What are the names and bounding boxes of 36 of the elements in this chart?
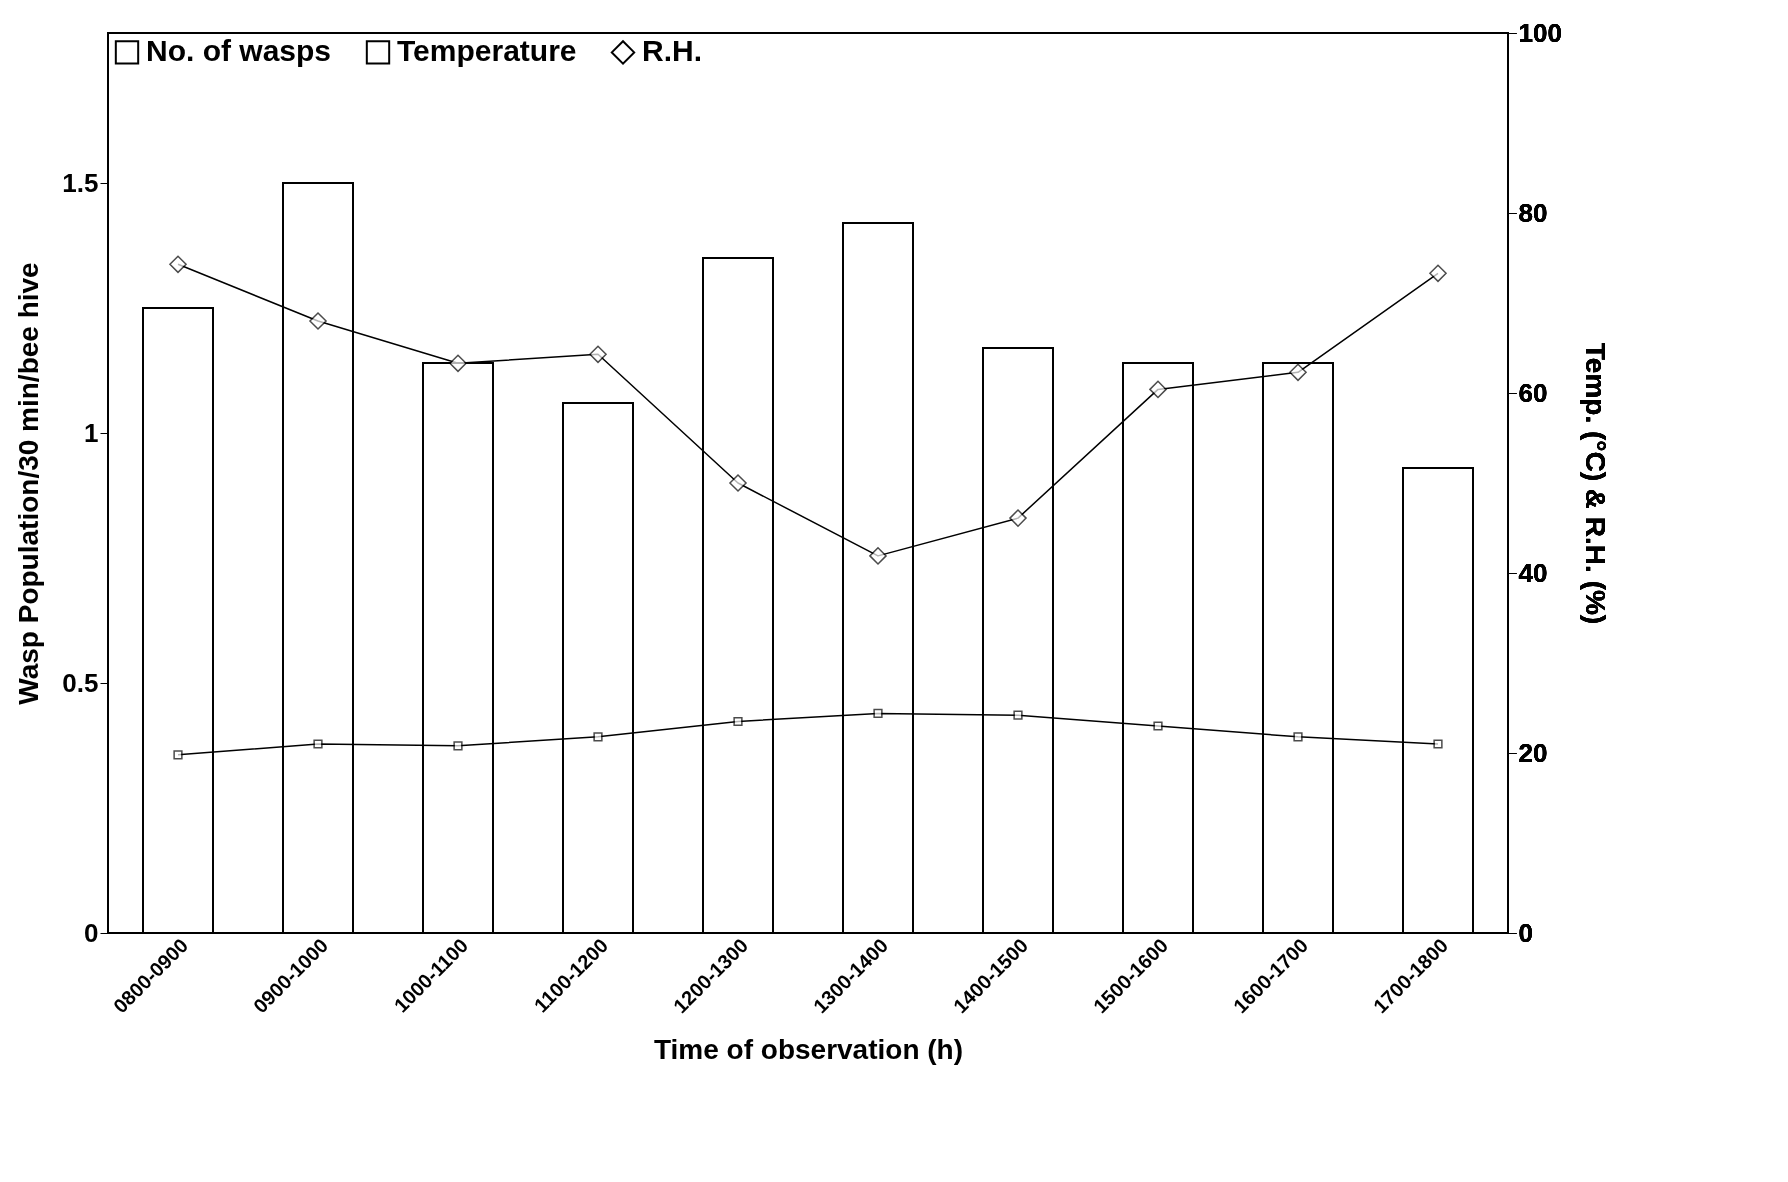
point [729, 474, 747, 492]
y2-tick-label: 20 [1518, 737, 1548, 768]
y2-tick-label: 40 [1518, 557, 1548, 588]
y-tick-label: 0.5 [62, 667, 99, 698]
point [1293, 732, 1303, 742]
point [313, 739, 323, 749]
point [1149, 380, 1167, 399]
point [1289, 363, 1307, 382]
point [1013, 710, 1023, 720]
point [1009, 509, 1027, 527]
point [733, 716, 743, 727]
point [169, 255, 187, 274]
legend-label: No. of wasps [146, 34, 332, 68]
point [309, 312, 327, 330]
point [589, 345, 607, 364]
y2-tick-label: 100 [1518, 17, 1562, 48]
point [1433, 739, 1443, 749]
y2-tick-label: 0 [1518, 917, 1533, 948]
y2-tick-label: 60 [1518, 377, 1548, 408]
y-tick-label: 0 [84, 917, 99, 948]
y2-tick-label: 80 [1518, 197, 1548, 228]
point [593, 732, 603, 742]
y2-axis-title: Temp. (°C) & R.H. (%) [1579, 342, 1611, 625]
x-axis-title: Time of observation (h) [653, 1034, 964, 1066]
point [1153, 721, 1163, 731]
y-tick-label: 1.5 [62, 167, 99, 198]
point [449, 354, 467, 373]
point [873, 708, 883, 719]
point [453, 741, 463, 751]
point [1429, 264, 1447, 283]
point [869, 547, 887, 565]
y-tick-label: 1 [84, 417, 99, 448]
y-axis-title: Wasp Population/30 min/bee hive [13, 262, 45, 705]
point [173, 750, 183, 760]
legend-label: Temperature [397, 34, 577, 68]
legend-label: R.H. [642, 34, 702, 68]
